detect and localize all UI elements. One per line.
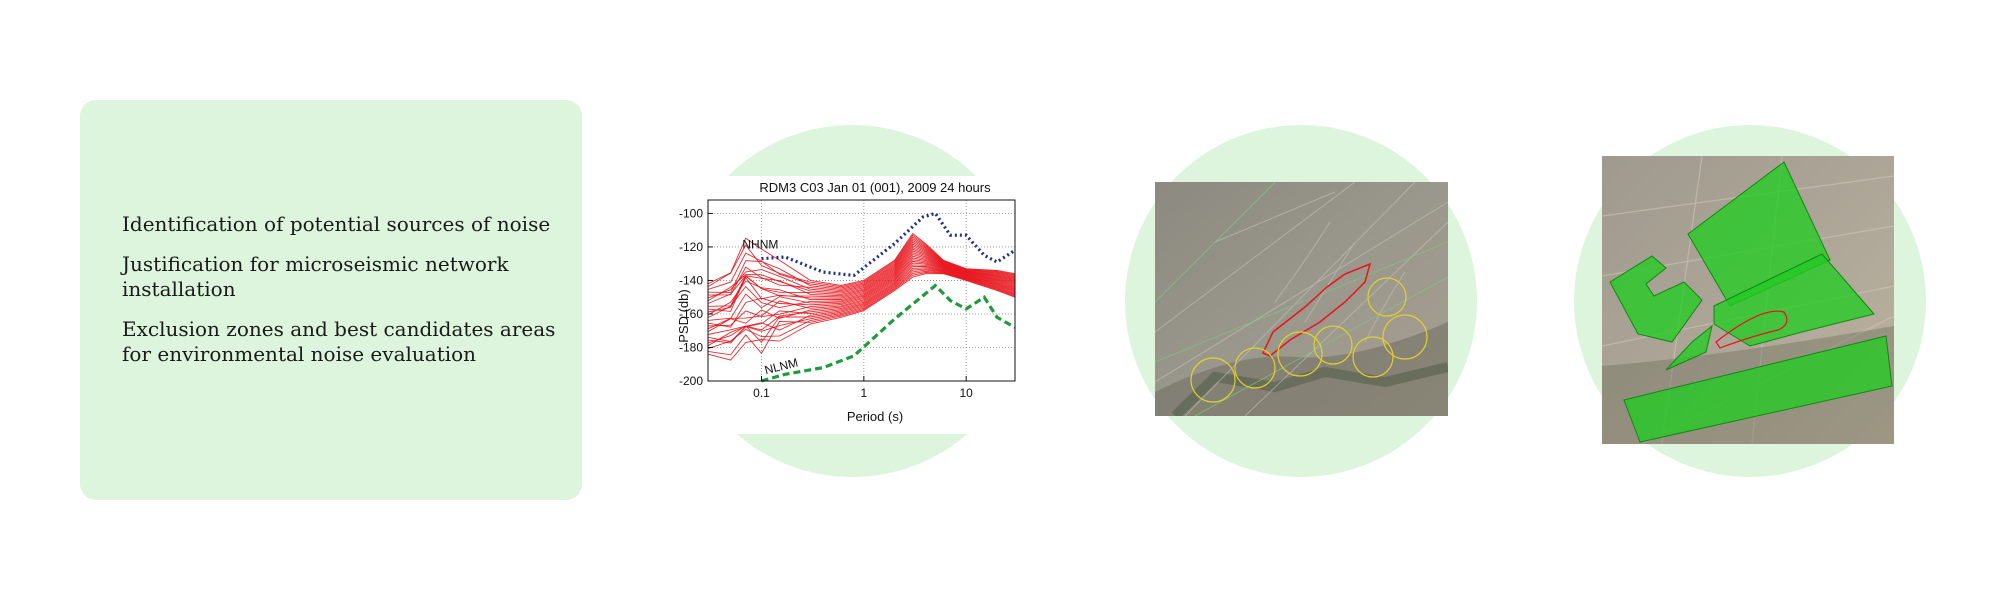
candidate-zone-2	[1713, 253, 1875, 347]
chart-title: RDM3 C03 Jan 01 (001), 2009 24 hours	[759, 180, 991, 195]
psd-curve	[707, 245, 1016, 304]
psd-curve	[707, 268, 1016, 344]
bullet-network-justification: Justification for microseismic network i…	[122, 252, 509, 301]
tracks	[1155, 182, 1448, 416]
bullet-noise-sources: Identification of potential sources of n…	[122, 212, 551, 236]
psd-curve	[707, 259, 1016, 327]
candidate-areas-map-svg	[1602, 156, 1894, 444]
x-tick-label: 0.1	[753, 386, 770, 400]
candidate-zone-3	[1609, 255, 1703, 343]
x-tick-label: 10	[959, 386, 973, 400]
psd-chart: RDM3 C03 Jan 01 (001), 2009 24 hours 0.1…	[668, 176, 1028, 434]
candidate-zone-5	[1623, 335, 1893, 443]
psd-curve	[707, 246, 1016, 307]
psd-curve	[707, 264, 1016, 335]
y-tick-label: -140	[679, 273, 703, 287]
psd-curve	[707, 272, 1016, 356]
nhnm-label: NHNM	[742, 238, 778, 252]
psd-curves	[707, 232, 1016, 361]
psd-curve	[707, 267, 1016, 344]
axis-ticks: 0.1 1 10 -100 -120 -140 -160 -180 -200	[679, 206, 973, 400]
plot-frame	[707, 199, 1016, 382]
psd-curve	[707, 257, 1016, 328]
psd-curve	[707, 262, 1016, 333]
nhnm-line	[761, 211, 1016, 278]
x-axis-label: Period (s)	[847, 409, 903, 424]
bullet-exclusion-zones: Exclusion zones and best candidates area…	[122, 317, 556, 366]
green-strip	[1171, 362, 1448, 416]
psd-curve	[707, 232, 1016, 286]
exclusion-zone-outline	[1261, 262, 1372, 357]
exclusion-outline	[1715, 310, 1788, 349]
candidate-zones	[1609, 161, 1893, 443]
exclusion-zone-map-svg	[1155, 182, 1448, 416]
candidate-zone-4	[1665, 324, 1713, 371]
y-tick-label: -160	[679, 307, 703, 321]
bullet-list: Identification of potential sources of n…	[122, 212, 562, 382]
vegetation-area	[1155, 322, 1448, 416]
psd-curve	[707, 255, 1016, 321]
y-tick-label: -100	[679, 206, 703, 220]
nlnm-line	[761, 283, 1016, 383]
y-axis-label: PSD (db)	[676, 289, 691, 342]
y-tick-label: -120	[679, 240, 703, 254]
noise-model-lines	[761, 211, 1016, 383]
psd-chart-svg: RDM3 C03 Jan 01 (001), 2009 24 hours 0.1…	[676, 180, 1016, 424]
exclusion-zone-map	[1155, 182, 1448, 416]
psd-curve	[707, 239, 1016, 296]
y-tick-label: -200	[679, 374, 703, 388]
y-tick-label: -180	[679, 340, 703, 354]
candidate-areas-map	[1602, 156, 1894, 444]
psd-curve	[707, 236, 1016, 290]
psd-curve	[707, 234, 1016, 288]
noise-source-circles	[1190, 277, 1428, 403]
info-card: Identification of potential sources of n…	[80, 100, 582, 500]
psd-curve	[707, 250, 1016, 313]
psd-curve	[707, 252, 1016, 316]
x-tick-label: 1	[860, 386, 867, 400]
